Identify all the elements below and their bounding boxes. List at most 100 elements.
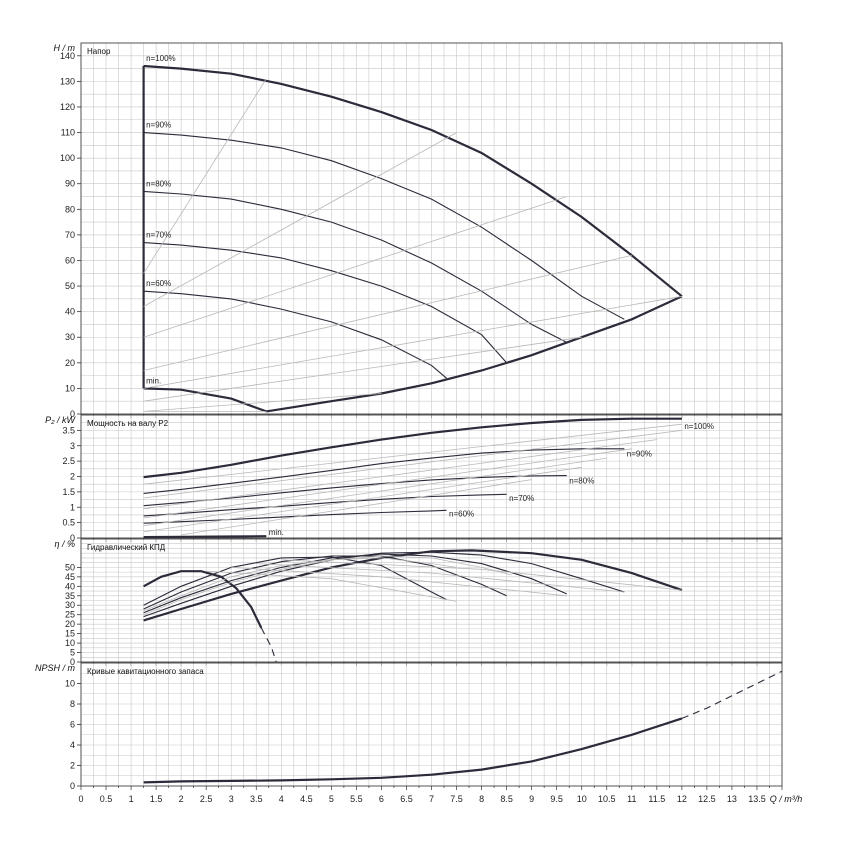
y-tick-label: 80 <box>65 204 75 214</box>
x-tick-label: 13.5 <box>748 794 766 804</box>
y-tick-label: 0.5 <box>62 518 75 528</box>
series-line <box>143 556 447 606</box>
y-tick-label: 2 <box>70 761 75 771</box>
series-line <box>143 242 508 364</box>
x-tick-label: 2.5 <box>200 794 213 804</box>
series-line <box>231 567 567 597</box>
x-tick-label: 11.5 <box>648 794 665 804</box>
panel-2: 0 0.5 1 1.5 2 2.5 3 3.5P₂ / kW Мощность на валу … <box>45 414 783 543</box>
x-tick-label: 1 <box>129 794 134 804</box>
panel-title: Гидравлический КПД <box>87 543 166 552</box>
x-tick-label: 5.5 <box>350 794 363 804</box>
x-tick-label: 7 <box>429 794 434 804</box>
y-axis-label: H / m <box>54 43 76 53</box>
y-tick-label: 20 <box>65 619 75 629</box>
series-line <box>681 670 783 719</box>
panel-title: Напор <box>87 47 111 56</box>
y-tick-label: 0 <box>70 533 75 543</box>
series-line <box>143 509 447 524</box>
x-axis-label: Q / m³/h <box>770 794 803 804</box>
x-tick-label: 0.5 <box>100 794 113 804</box>
y-tick-label: 45 <box>65 572 75 582</box>
y-tick-label: 15 <box>65 629 75 639</box>
y-tick-label: 50 <box>65 562 75 572</box>
x-tick-label: 12.5 <box>698 794 716 804</box>
series-line <box>143 557 457 612</box>
curve-label: min. <box>146 376 161 385</box>
x-tick-label: 4.5 <box>300 794 313 804</box>
x-tick-label: 10 <box>577 794 587 804</box>
curve-label: n=100% <box>684 422 714 431</box>
series-line <box>256 563 625 593</box>
y-tick-label: 3.5 <box>62 425 75 435</box>
curve-label: n=60% <box>449 509 474 518</box>
y-axis-label: NPSH / m <box>35 663 76 673</box>
y-tick-label: 110 <box>61 128 75 138</box>
y-axis-label: P₂ / kW <box>45 415 76 425</box>
y-tick-label: 40 <box>65 581 75 591</box>
x-tick-label: 5 <box>329 794 334 804</box>
series-line <box>143 295 682 389</box>
y-tick-label: 100 <box>60 153 75 163</box>
series-line <box>181 479 532 536</box>
x-tick-label: 11 <box>627 794 636 804</box>
y-tick-label: 30 <box>65 332 75 342</box>
x-tick-label: 3.5 <box>250 794 263 804</box>
series-line <box>143 430 682 499</box>
x-tick-label: 7.5 <box>450 794 463 804</box>
y-tick-label: 140 <box>60 51 75 61</box>
y-tick-label: 3 <box>70 441 75 451</box>
y-tick-label: 20 <box>65 358 75 368</box>
y-tick-label: 10 <box>65 383 75 393</box>
curve-label: n=100% <box>146 54 176 63</box>
y-tick-label: 40 <box>65 307 75 317</box>
y-tick-label: 1 <box>70 502 75 512</box>
y-tick-label: 2.5 <box>62 456 75 466</box>
x-tick-label: 8.5 <box>500 794 513 804</box>
series-line <box>143 493 507 517</box>
panel-title: Кривые кавитационного запаса <box>87 667 204 676</box>
curve-label: min. <box>269 528 284 537</box>
series-line <box>143 535 267 539</box>
x-tick-label: 6.5 <box>400 794 413 804</box>
y-tick-label: 6 <box>70 720 75 730</box>
y-tick-label: 35 <box>65 591 75 601</box>
y-tick-label: 8 <box>70 699 75 709</box>
series-line <box>143 132 625 320</box>
panel-title: Мощность на валу P2 <box>87 419 169 428</box>
x-tick-label: 6 <box>379 794 384 804</box>
series-line <box>143 551 625 618</box>
series-line <box>266 295 683 413</box>
series-line <box>143 570 263 629</box>
curve-label: n=90% <box>146 120 171 129</box>
x-tick-label: 8 <box>479 794 484 804</box>
series-line <box>143 387 267 413</box>
series-line <box>143 439 657 510</box>
y-tick-label: 70 <box>65 230 75 240</box>
curve-label: n=80% <box>146 179 171 188</box>
y-tick-label: 10 <box>65 679 75 689</box>
series-line <box>143 717 683 784</box>
series-line <box>143 196 567 338</box>
y-tick-label: 60 <box>65 255 75 265</box>
y-tick-label: 90 <box>65 179 75 189</box>
series-line <box>143 336 582 402</box>
series-line <box>143 448 625 494</box>
x-tick-label: 4 <box>279 794 284 804</box>
series-line <box>281 559 682 591</box>
series-line <box>143 423 682 485</box>
y-tick-label: 130 <box>60 76 75 86</box>
series-line <box>143 190 567 343</box>
curve-label: n=60% <box>146 279 171 288</box>
series-line <box>143 290 447 379</box>
y-tick-label: 25 <box>65 610 75 620</box>
series-line <box>143 555 507 610</box>
y-tick-label: 0 <box>70 409 75 419</box>
curve-label: n=70% <box>509 494 534 503</box>
x-tick-label: 13 <box>727 794 737 804</box>
y-tick-label: 50 <box>65 281 75 291</box>
y-tick-label: 5 <box>70 648 75 658</box>
x-tick-label: 9 <box>529 794 534 804</box>
